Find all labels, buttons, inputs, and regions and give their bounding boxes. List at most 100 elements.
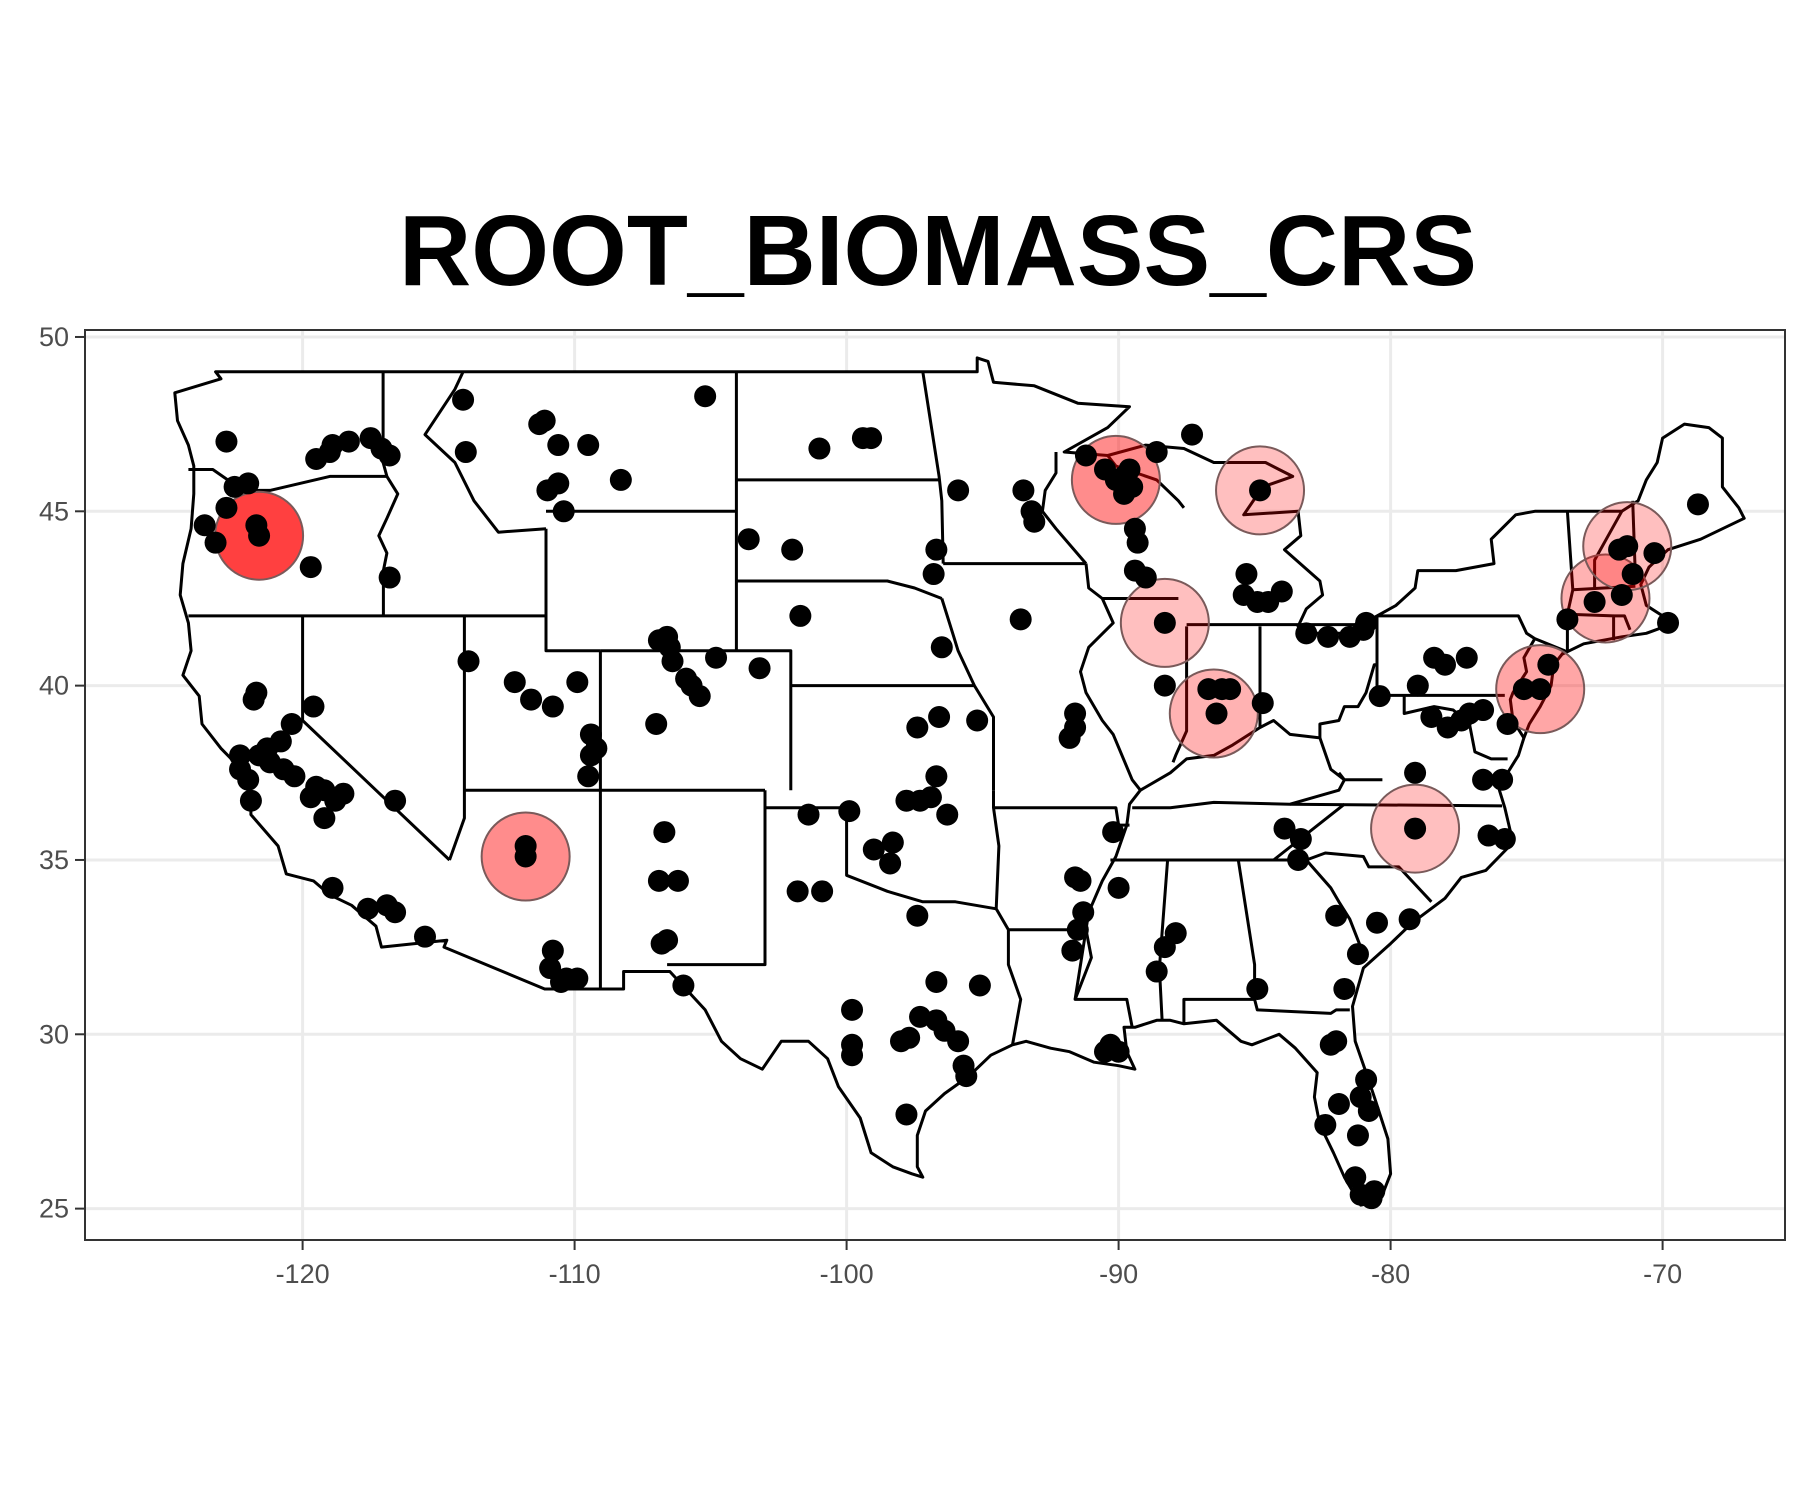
site-point <box>1107 1040 1130 1063</box>
site-point <box>215 430 238 453</box>
site-point <box>1366 911 1388 934</box>
site-point <box>947 1030 970 1053</box>
state-border <box>1040 452 1088 565</box>
site-point <box>1477 824 1500 847</box>
site-point <box>1102 821 1125 844</box>
site-point <box>1491 768 1514 791</box>
site-point <box>895 789 918 812</box>
state-border <box>448 615 466 861</box>
site-point <box>1327 1093 1350 1116</box>
state-border <box>1565 511 1575 651</box>
site-point <box>928 706 951 729</box>
site-point <box>193 514 216 537</box>
x-tick-label: -80 <box>1371 1259 1410 1289</box>
site-point <box>922 563 945 586</box>
state-border <box>301 615 451 862</box>
site-point <box>661 650 684 673</box>
state-border <box>992 790 1023 1046</box>
x-tick-label: -100 <box>820 1259 874 1289</box>
site-point <box>375 894 398 917</box>
site-point <box>378 444 401 467</box>
site-point <box>1472 699 1495 722</box>
site-point <box>1529 678 1552 701</box>
site-point <box>862 838 885 861</box>
site-point <box>321 876 344 899</box>
site-point <box>797 803 820 826</box>
site-point <box>1145 960 1168 983</box>
site-point <box>789 604 812 627</box>
site-point <box>1420 706 1443 729</box>
site-point <box>1107 876 1130 899</box>
site-point <box>653 821 676 844</box>
site-point <box>1317 625 1340 648</box>
site-point <box>909 1005 932 1028</box>
site-point <box>879 852 902 875</box>
site-point <box>533 409 556 432</box>
state-border <box>1377 614 1567 656</box>
site-point <box>1583 590 1606 613</box>
site-point <box>672 974 695 997</box>
site-point <box>1012 479 1035 502</box>
site-point <box>1610 583 1633 606</box>
site-point <box>1205 702 1228 725</box>
x-tick-label: -90 <box>1099 1259 1138 1289</box>
y-tick-label: 35 <box>39 845 69 875</box>
site-point <box>585 737 608 760</box>
site-point <box>1066 918 1089 941</box>
site-point <box>1249 479 1272 502</box>
site-point <box>237 472 260 495</box>
site-point <box>566 967 589 990</box>
site-point <box>609 468 632 491</box>
site-point <box>647 869 670 892</box>
site-point <box>808 437 831 460</box>
y-tick-label: 45 <box>39 496 69 526</box>
site-point <box>930 636 953 659</box>
state-border <box>736 579 943 600</box>
site-point <box>841 1044 864 1067</box>
site-point <box>1398 908 1421 931</box>
site-point <box>299 556 322 579</box>
site-point <box>204 531 227 554</box>
chart-title: ROOT_BIOMASS_CRS <box>399 195 1477 307</box>
site-point <box>550 970 572 993</box>
site-point <box>1181 423 1204 446</box>
site-point <box>280 712 303 735</box>
site-point <box>452 388 475 411</box>
site-point <box>229 744 252 767</box>
site-point <box>1069 869 1092 892</box>
site-point <box>895 1103 918 1126</box>
site-point <box>1346 943 1369 966</box>
state-border <box>1079 563 1142 792</box>
y-axis: 25 30 35 40 45 50 <box>39 322 85 1224</box>
site-point <box>269 730 292 753</box>
site-point <box>547 472 570 495</box>
site-point <box>299 786 322 809</box>
site-point <box>414 925 436 948</box>
site-point <box>1126 531 1149 554</box>
site-point <box>1436 716 1459 739</box>
site-point <box>838 800 861 823</box>
site-point <box>245 514 268 537</box>
site-point <box>906 716 929 739</box>
site-point <box>1009 608 1032 631</box>
x-tick-label: -110 <box>549 1259 601 1289</box>
state-border <box>940 598 995 791</box>
site-point <box>925 765 948 788</box>
site-point <box>1273 817 1296 840</box>
site-point <box>547 434 570 457</box>
site-point <box>1512 678 1535 701</box>
site-point <box>1295 622 1318 645</box>
site-point <box>239 789 262 812</box>
site-point <box>454 441 477 464</box>
site-point <box>1404 817 1427 840</box>
site-point <box>1153 611 1176 634</box>
y-tick-label: 25 <box>39 1194 69 1224</box>
state-border <box>1318 663 1377 738</box>
site-point <box>1434 653 1456 676</box>
site-point <box>1455 646 1478 669</box>
state-border <box>1337 771 1383 782</box>
site-point <box>968 974 991 997</box>
state-border <box>921 371 945 564</box>
site-point <box>1472 768 1495 791</box>
site-point <box>1314 1113 1337 1136</box>
